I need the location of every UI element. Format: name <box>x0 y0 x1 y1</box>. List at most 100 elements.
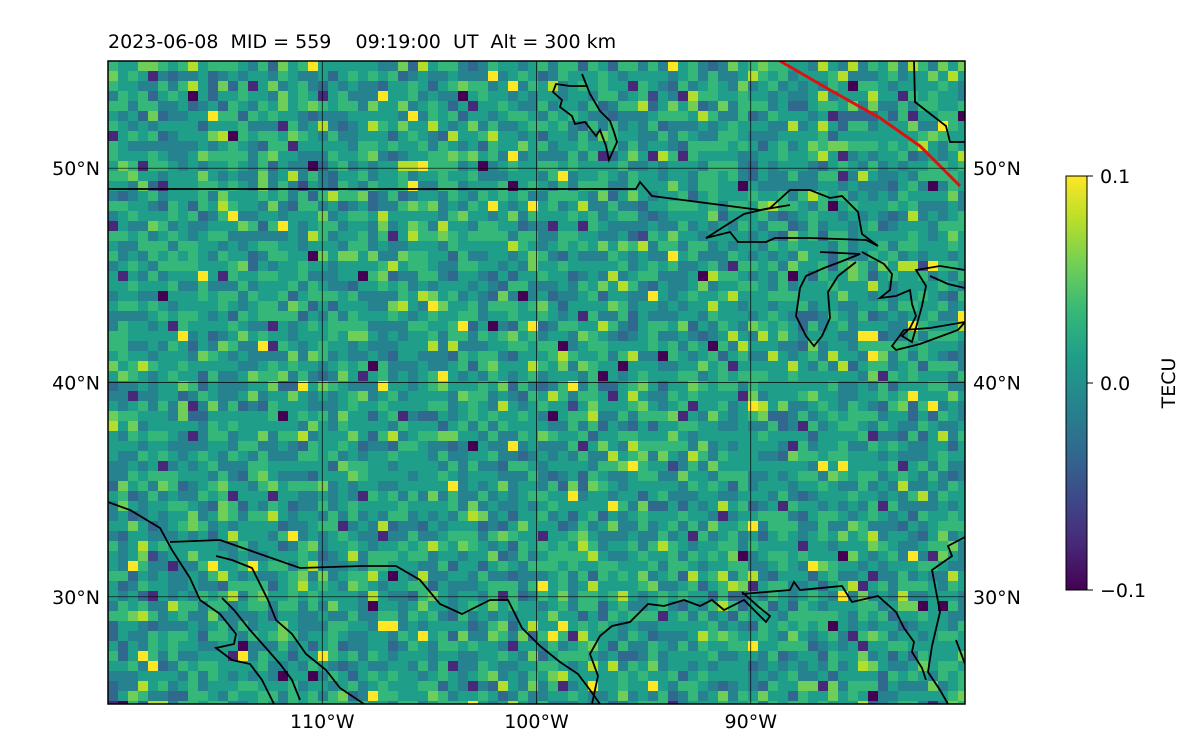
heatmap-cell <box>278 321 288 331</box>
heatmap-cell <box>548 261 558 271</box>
heatmap-cell <box>798 191 808 201</box>
heatmap-cell <box>338 351 348 361</box>
heatmap-cell <box>378 161 388 171</box>
heatmap-cell <box>228 71 238 81</box>
heatmap-cell <box>798 271 808 281</box>
heatmap-cell <box>918 541 928 551</box>
heatmap-cell <box>668 81 678 91</box>
heatmap-cell <box>588 451 598 461</box>
heatmap-cell <box>738 521 748 531</box>
heatmap-cell <box>648 561 658 571</box>
heatmap-cell <box>668 621 678 631</box>
heatmap-cell <box>798 391 808 401</box>
heatmap-cell <box>458 251 468 261</box>
heatmap-cell <box>278 221 288 231</box>
heatmap-cell <box>678 301 688 311</box>
heatmap-cell <box>198 381 208 391</box>
heatmap-cell <box>568 441 578 451</box>
heatmap-cell <box>348 291 358 301</box>
heatmap-cell <box>238 601 248 611</box>
heatmap-cell <box>148 351 158 361</box>
heatmap-cell <box>388 281 398 291</box>
heatmap-cell <box>658 581 668 591</box>
heatmap-cell <box>388 101 398 111</box>
heatmap-cell <box>138 601 148 611</box>
heatmap-cell <box>738 631 748 641</box>
heatmap-cell <box>928 391 938 401</box>
heatmap-cell <box>278 361 288 371</box>
heatmap-cell <box>208 341 218 351</box>
heatmap-cell <box>598 371 608 381</box>
heatmap-cell <box>128 191 138 201</box>
heatmap-cell <box>798 531 808 541</box>
heatmap-cell <box>578 141 588 151</box>
heatmap-cell <box>118 371 128 381</box>
heatmap-cell <box>188 381 198 391</box>
heatmap-cell <box>648 331 658 341</box>
heatmap-cell <box>348 431 358 441</box>
heatmap-cell <box>598 271 608 281</box>
heatmap-cell <box>438 111 448 121</box>
heatmap-cell <box>928 591 938 601</box>
heatmap-cell <box>688 341 698 351</box>
heatmap-cell <box>168 321 178 331</box>
heatmap-cell <box>918 301 928 311</box>
heatmap-cell <box>678 81 688 91</box>
heatmap-cell <box>778 581 788 591</box>
heatmap-cell <box>558 211 568 221</box>
heatmap-cell <box>358 521 368 531</box>
heatmap-cell <box>318 401 328 411</box>
heatmap-cell <box>208 221 218 231</box>
heatmap-cell <box>398 191 408 201</box>
heatmap-cell <box>408 441 418 451</box>
heatmap-cell <box>608 131 618 141</box>
heatmap-cell <box>368 411 378 421</box>
heatmap-cell <box>758 571 768 581</box>
heatmap-cell <box>748 591 758 601</box>
heatmap-cell <box>658 341 668 351</box>
heatmap-cell <box>148 551 158 561</box>
heatmap-cell <box>308 571 318 581</box>
heatmap-cell <box>618 231 628 241</box>
heatmap-cell <box>128 641 138 651</box>
heatmap-cell <box>598 291 608 301</box>
heatmap-cell <box>228 221 238 231</box>
heatmap-cell <box>178 381 188 391</box>
heatmap-cell <box>138 231 148 241</box>
heatmap-cell <box>888 571 898 581</box>
heatmap-cell <box>728 621 738 631</box>
heatmap-cell <box>448 511 458 521</box>
heatmap-cell <box>268 301 278 311</box>
heatmap-cell <box>338 101 348 111</box>
heatmap-cell <box>348 281 358 291</box>
heatmap-cell <box>848 621 858 631</box>
heatmap-cell <box>408 431 418 441</box>
heatmap-cell <box>138 211 148 221</box>
heatmap-cell <box>878 221 888 231</box>
heatmap-cell <box>658 411 668 421</box>
heatmap-cell <box>608 191 618 201</box>
heatmap-cell <box>738 311 748 321</box>
heatmap-cell <box>698 181 708 191</box>
heatmap-cell <box>398 341 408 351</box>
heatmap-cell <box>188 131 198 141</box>
heatmap-cell <box>308 141 318 151</box>
heatmap-cell <box>108 61 118 71</box>
heatmap-cell <box>518 461 528 471</box>
heatmap-cell <box>348 441 358 451</box>
heatmap-cell <box>298 621 308 631</box>
heatmap-cell <box>538 281 548 291</box>
heatmap-cell <box>538 341 548 351</box>
heatmap-cell <box>528 461 538 471</box>
heatmap-cell <box>478 121 488 131</box>
heatmap-cell <box>338 61 348 71</box>
heatmap-cell <box>228 541 238 551</box>
heatmap-cell <box>778 411 788 421</box>
heatmap-cell <box>508 81 518 91</box>
heatmap-cell <box>858 441 868 451</box>
heatmap-cell <box>248 451 258 461</box>
heatmap-cell <box>358 301 368 311</box>
heatmap-cell <box>778 131 788 141</box>
heatmap-cell <box>498 91 508 101</box>
heatmap-cell <box>368 441 378 451</box>
